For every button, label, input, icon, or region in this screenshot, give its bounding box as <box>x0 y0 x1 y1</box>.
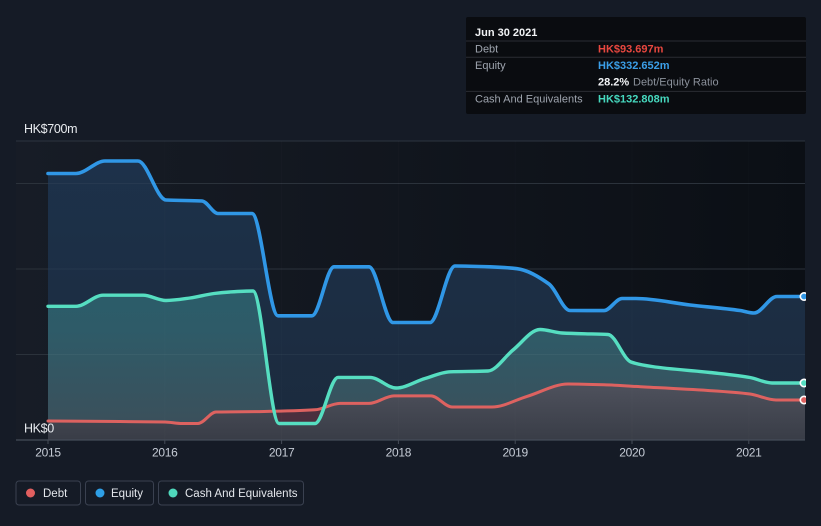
svg-text:2021: 2021 <box>736 446 762 460</box>
svg-text:Equity: Equity <box>111 488 143 500</box>
svg-text:HK$332.652m: HK$332.652m <box>598 60 670 72</box>
svg-text:2018: 2018 <box>386 446 412 460</box>
svg-text:28.2%: 28.2% <box>598 77 629 89</box>
svg-text:2015: 2015 <box>35 446 61 460</box>
svg-text:2020: 2020 <box>619 446 645 460</box>
svg-text:HK$93.697m: HK$93.697m <box>598 44 664 56</box>
svg-text:HK$0: HK$0 <box>24 422 54 436</box>
svg-text:2019: 2019 <box>502 446 528 460</box>
svg-text:Jun 30 2021: Jun 30 2021 <box>475 27 537 39</box>
svg-text:Cash And Equivalents: Cash And Equivalents <box>185 488 298 500</box>
svg-text:HK$700m: HK$700m <box>24 122 77 136</box>
svg-text:2017: 2017 <box>269 446 295 460</box>
svg-text:2016: 2016 <box>152 446 178 460</box>
svg-text:Equity: Equity <box>475 60 506 72</box>
svg-text:Cash And Equivalents: Cash And Equivalents <box>475 94 583 106</box>
svg-text:Debt/Equity Ratio: Debt/Equity Ratio <box>633 77 719 89</box>
svg-text:Debt: Debt <box>475 44 498 56</box>
svg-text:Debt: Debt <box>43 488 68 500</box>
svg-text:HK$132.808m: HK$132.808m <box>598 94 670 106</box>
